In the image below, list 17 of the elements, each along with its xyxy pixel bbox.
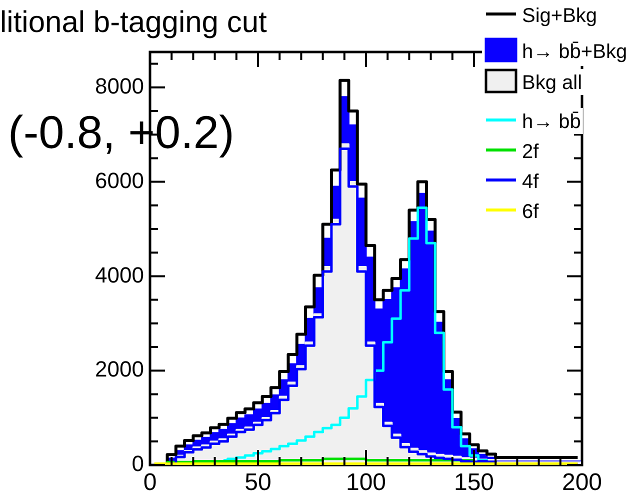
y-tick-label: 8000 xyxy=(95,73,144,98)
legend-label: h→ bb̄+Bkg xyxy=(522,40,628,63)
legend-label: Bkg all xyxy=(522,72,582,94)
y-tick-label: 0 xyxy=(132,451,144,476)
legend-label: 4f xyxy=(522,171,540,193)
x-tick-label: 50 xyxy=(244,469,272,496)
y-tick-label: 2000 xyxy=(95,356,144,382)
x-tick-label: 100 xyxy=(346,469,386,496)
legend-label: 6f xyxy=(522,201,540,223)
y-tick-label: 6000 xyxy=(95,168,144,193)
chart-title: litional b-tagging cut xyxy=(0,6,268,39)
legend-label: h→ bb̄ xyxy=(522,110,581,133)
x-tick-label: 150 xyxy=(454,469,494,496)
legend-label: Sig+Bkg xyxy=(522,5,598,27)
legend-label: 2f xyxy=(522,141,540,163)
x-tick-label: 200 xyxy=(562,469,602,496)
y-tick-label: 4000 xyxy=(95,262,144,288)
